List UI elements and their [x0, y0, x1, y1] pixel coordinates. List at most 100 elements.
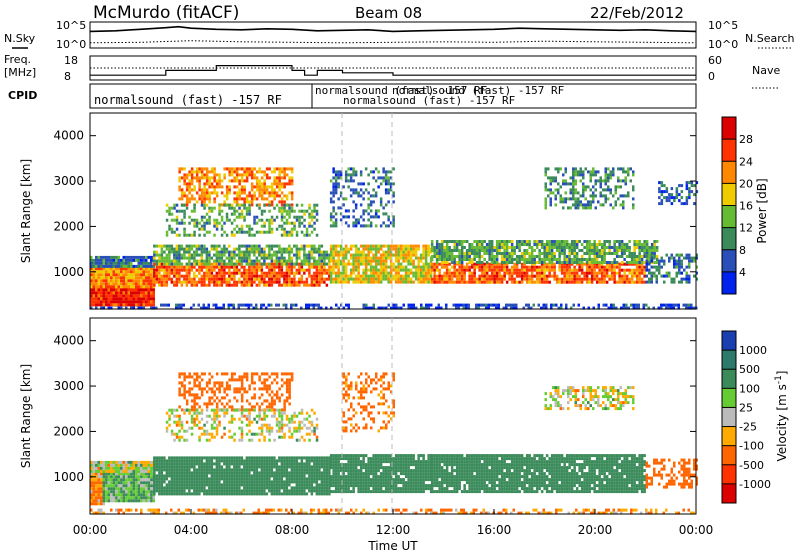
heat-cell	[125, 493, 128, 497]
heat-cell	[364, 224, 368, 228]
heat-cell	[142, 294, 145, 298]
heat-cell	[520, 243, 524, 246]
heat-cell	[419, 259, 423, 263]
heat-cell	[130, 508, 133, 512]
heat-cell	[422, 265, 425, 269]
heat-cell	[362, 256, 365, 260]
heat-cell	[382, 253, 385, 257]
heat-cell	[278, 250, 281, 254]
heat-cell	[240, 274, 244, 278]
heat-cell	[95, 306, 98, 310]
heat-cell	[655, 268, 658, 272]
heat-cell	[574, 182, 577, 186]
heat-cell	[170, 271, 174, 275]
heat-cell	[565, 258, 569, 261]
heat-cell	[115, 282, 118, 286]
heat-cell	[208, 185, 211, 189]
heat-cell	[315, 218, 319, 222]
heat-cell	[295, 268, 299, 272]
heat-cell	[258, 218, 261, 222]
heat-cell	[475, 246, 479, 249]
heat-cell	[332, 250, 335, 254]
heat-cell	[253, 185, 256, 189]
heat-cell	[208, 170, 211, 174]
heat-cell	[107, 487, 111, 491]
heat-cell	[120, 285, 123, 289]
heat-cell	[195, 280, 199, 284]
heat-cell	[250, 277, 254, 281]
heat-cell	[218, 209, 221, 213]
heat-cell	[243, 179, 246, 183]
heat-cell	[623, 271, 626, 275]
heat-cell	[503, 243, 506, 246]
heat-cell	[560, 265, 564, 269]
heat-cell	[100, 493, 103, 497]
heat-cell	[359, 215, 363, 219]
heat-cell	[132, 478, 136, 482]
heat-cell	[130, 300, 133, 304]
heat-cell	[122, 291, 125, 295]
heat-cell	[168, 259, 171, 263]
heat-cell	[145, 484, 148, 488]
heat-cell	[548, 262, 551, 266]
heat-cell	[488, 268, 491, 272]
heat-cell	[588, 280, 591, 284]
heat-cell	[110, 300, 113, 304]
heat-cell	[283, 206, 286, 210]
heat-cell	[160, 262, 164, 266]
heat-cell	[305, 283, 309, 287]
heat-cell	[648, 280, 651, 284]
heat-cell	[663, 280, 666, 284]
heat-cell	[429, 259, 433, 263]
y-tick-label: 2000	[53, 219, 84, 233]
heat-cell	[190, 179, 194, 183]
heat-cell	[288, 280, 291, 284]
heat-cell	[298, 271, 301, 275]
heat-cell	[105, 258, 108, 262]
heat-cell	[409, 277, 413, 281]
heat-cell	[132, 306, 135, 310]
heat-cell	[185, 173, 189, 177]
heat-cell	[200, 262, 204, 266]
heat-cell	[263, 221, 266, 225]
heat-cell	[313, 244, 316, 248]
heat-cell	[198, 265, 201, 269]
heat-cell	[389, 277, 393, 281]
heat-cell	[384, 262, 388, 266]
heat-cell	[250, 167, 254, 171]
heat-cell	[450, 277, 454, 281]
heat-cell	[140, 279, 143, 283]
heat-cell	[354, 250, 358, 254]
heat-cell	[643, 271, 646, 275]
heat-cell	[215, 280, 219, 284]
heat-cell	[448, 246, 451, 249]
heat-cell	[97, 481, 100, 485]
heat-cell	[153, 256, 156, 260]
heat-cell	[389, 259, 393, 263]
heat-cell	[125, 273, 128, 277]
heat-cell	[568, 255, 571, 258]
heat-cell	[678, 184, 681, 188]
heat-cell	[359, 280, 363, 284]
heat-cell	[127, 484, 131, 488]
heat-cell	[235, 259, 239, 263]
heat-cell	[414, 256, 418, 260]
heat-cell	[523, 252, 526, 255]
heat-cell	[125, 490, 128, 494]
heat-cell	[223, 194, 226, 198]
heat-cell	[130, 282, 133, 286]
heat-cell	[578, 249, 581, 252]
heat-cell	[173, 250, 176, 254]
heat-cell	[100, 285, 103, 289]
heat-cell	[290, 191, 294, 195]
heat-cell	[152, 508, 155, 512]
heat-cell	[135, 508, 138, 512]
heat-cell	[250, 268, 254, 272]
heat-cell	[280, 271, 284, 275]
heat-cell	[468, 258, 471, 261]
heat-cell	[122, 270, 125, 274]
heat-cell	[450, 271, 454, 275]
heat-cell	[140, 490, 143, 494]
heat-cell	[142, 288, 145, 292]
heat-cell	[205, 167, 209, 171]
